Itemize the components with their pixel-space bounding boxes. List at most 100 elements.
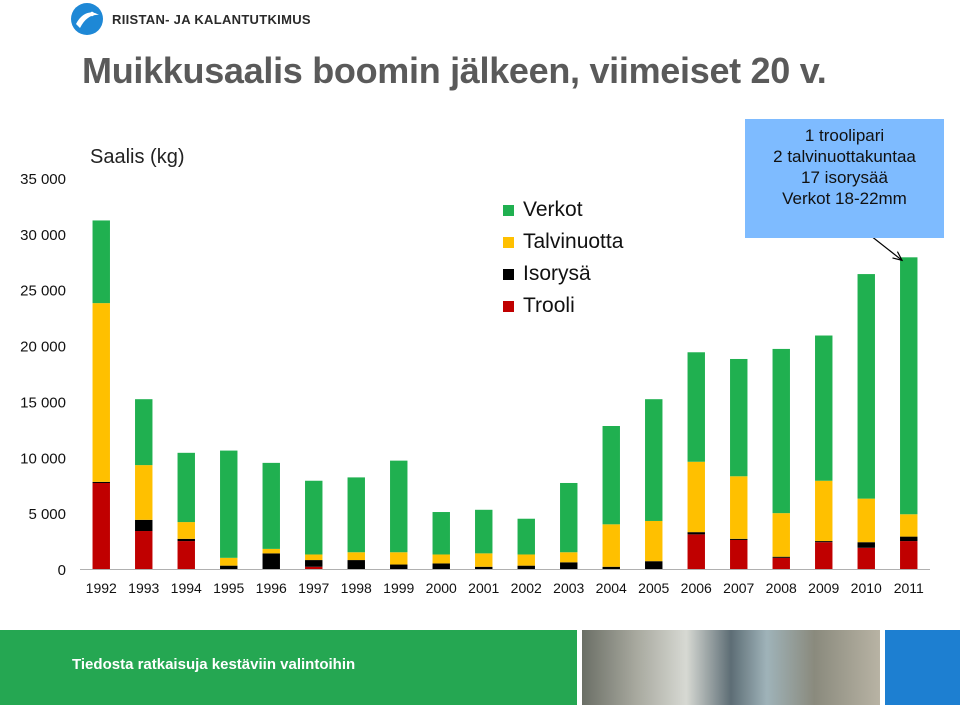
- bar-segment-verkot: [220, 450, 238, 558]
- bar-segment-talvinuotta: [92, 303, 110, 482]
- bar-segment-verkot: [135, 399, 153, 466]
- x-tick-label: 2011: [894, 580, 924, 596]
- bar-segment-isorys-: [135, 519, 153, 532]
- x-tick-label: 1999: [383, 580, 414, 596]
- bar-segment-verkot: [602, 426, 620, 525]
- page-title: Muikkusaalis boomin jälkeen, viimeiset 2…: [82, 50, 827, 91]
- y-tick-label: 0: [58, 562, 66, 579]
- bar-segment-verkot: [730, 358, 748, 477]
- legend-item: Talvinuotta: [503, 226, 623, 258]
- bar-segment-verkot: [432, 512, 450, 555]
- bar-segment-talvinuotta: [687, 461, 705, 533]
- legend-item: Trooli: [503, 290, 623, 322]
- footer-slogan: Tiedosta ratkaisuja kestäviin valintoihi…: [72, 656, 356, 673]
- bar-segment-talvinuotta: [730, 476, 748, 539]
- footer-photo-strip: [582, 630, 880, 705]
- bar-segment-trooli: [772, 557, 790, 569]
- bar-segment-talvinuotta: [517, 554, 535, 566]
- bar-segment-isorys-: [815, 541, 833, 543]
- bar-segment-talvinuotta: [900, 514, 918, 537]
- bar-segment-isorys-: [347, 560, 365, 569]
- bar-segment-verkot: [347, 477, 365, 553]
- x-tick-label: 2003: [553, 580, 584, 596]
- y-tick-label: 15 000: [20, 394, 66, 411]
- bar-segment-verkot: [645, 399, 663, 521]
- legend-label: Trooli: [523, 294, 575, 317]
- logo-mark-icon: [71, 3, 103, 35]
- bar-segment-isorys-: [560, 562, 578, 569]
- bar-segment-trooli: [730, 539, 748, 569]
- x-tick-label: 2004: [596, 580, 627, 596]
- x-tick-label: 2005: [638, 580, 669, 596]
- x-tick-label: 1993: [128, 580, 159, 596]
- bar-segment-talvinuotta: [772, 513, 790, 557]
- bar-segment-verkot: [390, 460, 408, 553]
- footer: Tiedosta ratkaisuja kestäviin valintoihi…: [0, 630, 960, 705]
- x-tick-label: 2009: [808, 580, 839, 596]
- bar-segment-isorys-: [730, 538, 748, 540]
- legend-swatch-icon: [503, 204, 514, 216]
- x-tick-label: 1997: [298, 580, 329, 596]
- bar-segment-trooli: [900, 541, 918, 569]
- x-tick-label: 2002: [511, 580, 542, 596]
- x-tick-label: 2007: [723, 580, 754, 596]
- bar-segment-talvinuotta: [305, 554, 323, 561]
- legend-item: Verkot: [503, 194, 623, 226]
- bar-segment-verkot: [177, 452, 195, 523]
- x-tick-label: 1998: [341, 580, 372, 596]
- bar-segment-talvinuotta: [177, 522, 195, 539]
- bar-segment-verkot: [92, 220, 110, 304]
- legend-label: Isorysä: [523, 262, 591, 285]
- bar-segment-verkot: [687, 352, 705, 462]
- stacked-bar-chart: 0 5 000 10 000 15 000 20 000 25 000 30 000 35 0…: [20, 171, 930, 596]
- y-axis-label: Saalis (kg): [90, 146, 185, 168]
- footer-blue-block: [885, 630, 960, 705]
- bar-segment-trooli: [305, 566, 323, 569]
- bar-segment-isorys-: [177, 538, 195, 542]
- y-tick-label: 25 000: [20, 283, 66, 300]
- bar-segment-isorys-: [517, 565, 535, 569]
- bar-segment-talvinuotta: [135, 465, 153, 520]
- bar-segment-isorys-: [305, 560, 323, 567]
- bar-segment-isorys-: [390, 564, 408, 569]
- bar-segment-isorys-: [602, 566, 620, 569]
- annotation-line: Verkot 18-22mm: [782, 189, 907, 208]
- bar-segment-isorys-: [432, 563, 450, 569]
- bar-segment-isorys-: [772, 556, 790, 558]
- bar-segment-talvinuotta: [560, 552, 578, 563]
- bar-segment-isorys-: [220, 565, 238, 569]
- annotation-line: 17 isorysää: [801, 168, 888, 187]
- bar-segment-verkot: [560, 482, 578, 553]
- bar-segment-talvinuotta: [262, 548, 280, 554]
- bar-segment-talvinuotta: [432, 554, 450, 564]
- bar-segment-trooli: [135, 531, 153, 569]
- bar-segment-verkot: [772, 348, 790, 514]
- bar-segment-talvinuotta: [857, 498, 875, 543]
- bar-segment-verkot: [305, 480, 323, 555]
- bar-segment-verkot: [517, 518, 535, 555]
- annotation-line: 2 talvinuottakuntaa: [773, 147, 916, 166]
- y-tick-label: 30 000: [20, 227, 66, 244]
- bar-segment-trooli: [92, 482, 110, 569]
- bar-segment-talvinuotta: [645, 520, 663, 562]
- bar-segment-talvinuotta: [390, 552, 408, 565]
- bar-segment-talvinuotta: [815, 480, 833, 542]
- bar-segment-verkot: [475, 509, 493, 554]
- x-tick-label: 1995: [213, 580, 244, 596]
- bar-segment-talvinuotta: [347, 552, 365, 561]
- bar-segment-talvinuotta: [220, 557, 238, 566]
- legend-item: Isorysä: [503, 258, 623, 290]
- x-tick-label: 2006: [681, 580, 712, 596]
- legend-label: Talvinuotta: [523, 230, 624, 253]
- bar-segment-verkot: [262, 462, 280, 549]
- footer-green-band: Tiedosta ratkaisuja kestäviin valintoihi…: [0, 630, 577, 705]
- annotation-box: 1 troolipari 2 talvinuottakuntaa 17 isorys…: [745, 119, 944, 238]
- y-tick-label: 20 000: [20, 339, 66, 356]
- annotation-line: 1 troolipari: [804, 126, 885, 145]
- legend-swatch-icon: [503, 236, 514, 248]
- logo-text: RIISTAN- JA KALANTUTKIMUS: [112, 11, 311, 27]
- bar-segment-trooli: [815, 542, 833, 569]
- y-tick-label: 35 000: [20, 171, 66, 188]
- legend-label: Verkot: [523, 198, 583, 221]
- legend-swatch-icon: [503, 268, 514, 280]
